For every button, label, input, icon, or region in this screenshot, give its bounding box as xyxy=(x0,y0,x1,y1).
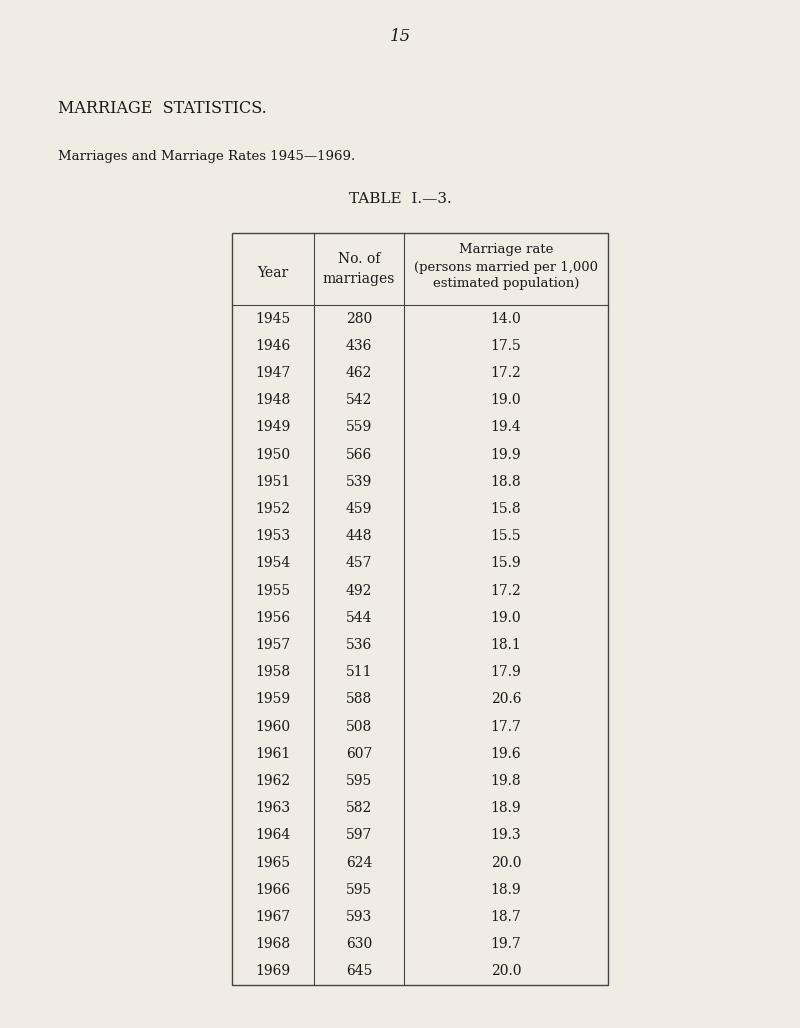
Text: MARRIAGE  STATISTICS.: MARRIAGE STATISTICS. xyxy=(58,100,266,117)
Text: 511: 511 xyxy=(346,665,372,680)
Text: 15.8: 15.8 xyxy=(490,502,522,516)
Text: 1947: 1947 xyxy=(255,366,290,380)
Text: 19.4: 19.4 xyxy=(490,420,522,435)
Text: 436: 436 xyxy=(346,339,372,353)
Text: 1948: 1948 xyxy=(255,393,290,407)
Text: 1956: 1956 xyxy=(255,611,290,625)
Text: 536: 536 xyxy=(346,638,372,652)
Text: 1955: 1955 xyxy=(255,584,290,597)
Text: 17.9: 17.9 xyxy=(490,665,522,680)
Text: 1963: 1963 xyxy=(255,801,290,815)
Text: 492: 492 xyxy=(346,584,372,597)
Text: 607: 607 xyxy=(346,746,372,761)
Text: 17.2: 17.2 xyxy=(490,584,522,597)
Text: 459: 459 xyxy=(346,502,372,516)
Text: 559: 559 xyxy=(346,420,372,435)
Text: 462: 462 xyxy=(346,366,372,380)
Text: 19.7: 19.7 xyxy=(490,938,522,951)
Text: 20.6: 20.6 xyxy=(490,693,522,706)
Text: 645: 645 xyxy=(346,964,372,979)
Text: 582: 582 xyxy=(346,801,372,815)
Text: 593: 593 xyxy=(346,910,372,924)
Text: 1969: 1969 xyxy=(255,964,290,979)
Text: 1953: 1953 xyxy=(255,529,290,543)
Text: 18.7: 18.7 xyxy=(490,910,522,924)
Text: 1950: 1950 xyxy=(255,447,290,462)
Text: 508: 508 xyxy=(346,720,372,734)
Text: 19.8: 19.8 xyxy=(490,774,522,788)
Text: 1967: 1967 xyxy=(255,910,290,924)
Text: 19.0: 19.0 xyxy=(490,611,522,625)
Text: 20.0: 20.0 xyxy=(490,855,522,870)
Text: 1961: 1961 xyxy=(255,746,290,761)
Text: 15: 15 xyxy=(390,28,410,45)
Text: Marriage rate
(persons married per 1,000
estimated population): Marriage rate (persons married per 1,000… xyxy=(414,244,598,291)
Text: 1958: 1958 xyxy=(255,665,290,680)
Text: 18.9: 18.9 xyxy=(490,883,522,896)
Text: Year: Year xyxy=(258,266,289,280)
Text: TABLE  I.—3.: TABLE I.—3. xyxy=(349,192,451,206)
Text: Marriages and Marriage Rates 1945—1969.: Marriages and Marriage Rates 1945—1969. xyxy=(58,150,355,163)
Text: 1945: 1945 xyxy=(255,311,290,326)
Text: 1968: 1968 xyxy=(255,938,290,951)
Text: 566: 566 xyxy=(346,447,372,462)
Text: 17.5: 17.5 xyxy=(490,339,522,353)
Text: 17.7: 17.7 xyxy=(490,720,522,734)
Bar xyxy=(232,233,608,985)
Text: 1951: 1951 xyxy=(255,475,290,488)
Text: 457: 457 xyxy=(346,556,372,571)
Text: 18.1: 18.1 xyxy=(490,638,522,652)
Text: 1966: 1966 xyxy=(255,883,290,896)
Text: 19.0: 19.0 xyxy=(490,393,522,407)
Text: 280: 280 xyxy=(346,311,372,326)
Text: 1965: 1965 xyxy=(255,855,290,870)
Text: 630: 630 xyxy=(346,938,372,951)
Text: 1959: 1959 xyxy=(255,693,290,706)
Text: 624: 624 xyxy=(346,855,372,870)
Text: 15.9: 15.9 xyxy=(490,556,522,571)
Text: No. of
marriages: No. of marriages xyxy=(323,252,395,286)
Text: 15.5: 15.5 xyxy=(490,529,522,543)
Text: 1960: 1960 xyxy=(255,720,290,734)
Text: 1962: 1962 xyxy=(255,774,290,788)
Text: 595: 595 xyxy=(346,774,372,788)
Text: 20.0: 20.0 xyxy=(490,964,522,979)
Text: 18.8: 18.8 xyxy=(490,475,522,488)
Text: 1954: 1954 xyxy=(255,556,290,571)
Text: 14.0: 14.0 xyxy=(490,311,522,326)
Text: 1957: 1957 xyxy=(255,638,290,652)
Text: 19.6: 19.6 xyxy=(490,746,522,761)
Text: 597: 597 xyxy=(346,829,372,842)
Text: 544: 544 xyxy=(346,611,372,625)
Text: 595: 595 xyxy=(346,883,372,896)
Text: 18.9: 18.9 xyxy=(490,801,522,815)
Text: 19.9: 19.9 xyxy=(490,447,522,462)
Text: 588: 588 xyxy=(346,693,372,706)
Text: 1949: 1949 xyxy=(255,420,290,435)
Text: 19.3: 19.3 xyxy=(490,829,522,842)
Text: 542: 542 xyxy=(346,393,372,407)
Text: 539: 539 xyxy=(346,475,372,488)
Text: 17.2: 17.2 xyxy=(490,366,522,380)
Text: 1946: 1946 xyxy=(255,339,290,353)
Text: 1952: 1952 xyxy=(255,502,290,516)
Text: 448: 448 xyxy=(346,529,372,543)
Text: 1964: 1964 xyxy=(255,829,290,842)
